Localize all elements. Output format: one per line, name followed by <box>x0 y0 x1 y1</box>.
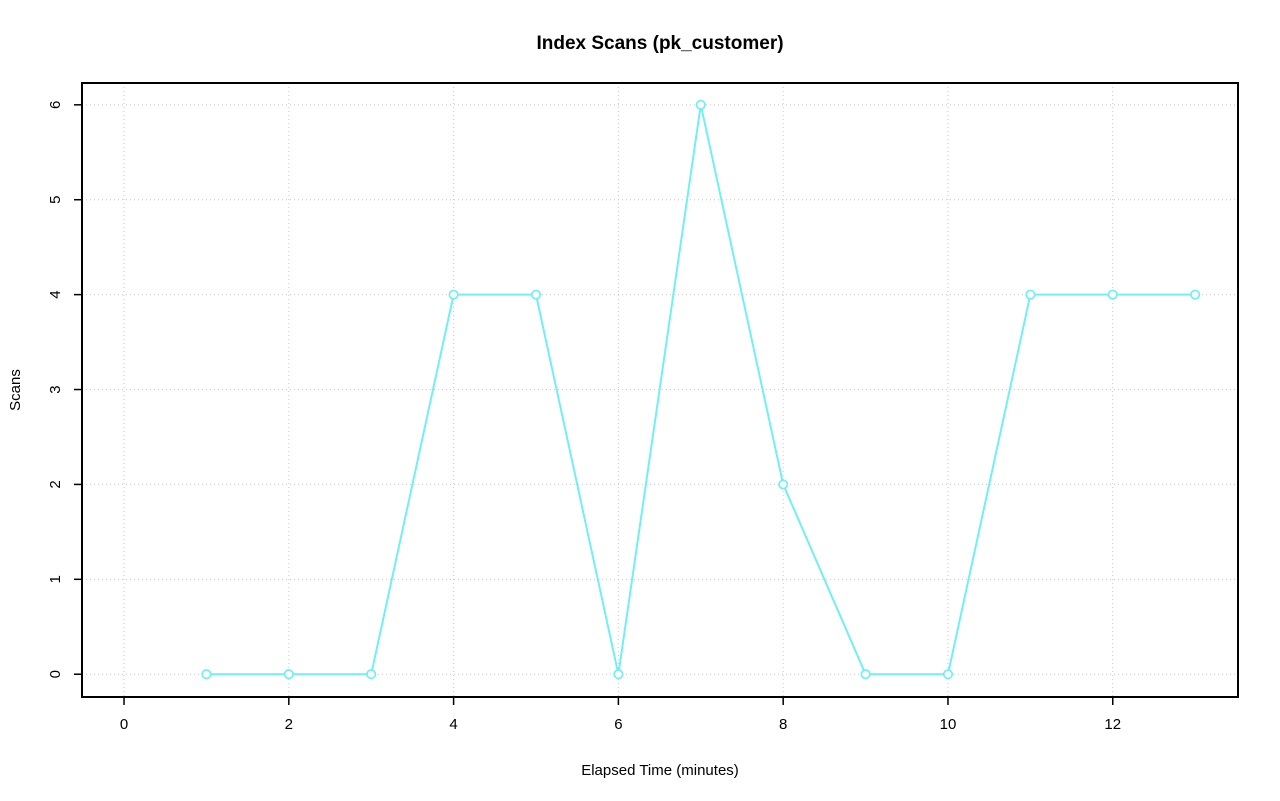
data-point <box>448 289 459 300</box>
plot-border <box>81 82 1239 698</box>
y-tick-label: 3 <box>47 385 64 393</box>
data-point <box>283 669 294 680</box>
y-axis-title: Scans <box>7 369 24 411</box>
y-tick-label: 6 <box>47 101 64 109</box>
x-axis-title: Elapsed Time (minutes) <box>581 762 739 779</box>
data-point <box>530 289 542 300</box>
x-tick-label: 0 <box>120 716 128 733</box>
x-tick-label: 12 <box>1104 716 1121 733</box>
data-point <box>860 669 871 680</box>
data-point <box>1190 289 1201 300</box>
y-tick-label: 0 <box>47 670 64 678</box>
data-point <box>613 669 624 680</box>
data-point <box>201 669 212 680</box>
data-point <box>695 99 706 110</box>
y-tick-label: 5 <box>47 196 64 204</box>
x-tick-label: 4 <box>449 716 457 733</box>
x-tick-label: 2 <box>285 716 293 733</box>
series-layer <box>201 99 1201 680</box>
x-tick-label: 10 <box>940 716 957 733</box>
data-point <box>366 669 377 680</box>
y-tick-label: 1 <box>47 575 64 583</box>
x-tick-label: 6 <box>614 716 622 733</box>
data-point <box>1025 289 1036 300</box>
x-tick-label: 8 <box>779 716 787 733</box>
y-tick-label: 2 <box>47 480 64 488</box>
chart-title: Index Scans (pk_customer) <box>536 33 783 54</box>
data-point <box>942 669 954 680</box>
data-point <box>778 479 789 490</box>
data-point <box>1107 289 1118 300</box>
y-tick-label: 4 <box>47 290 64 298</box>
